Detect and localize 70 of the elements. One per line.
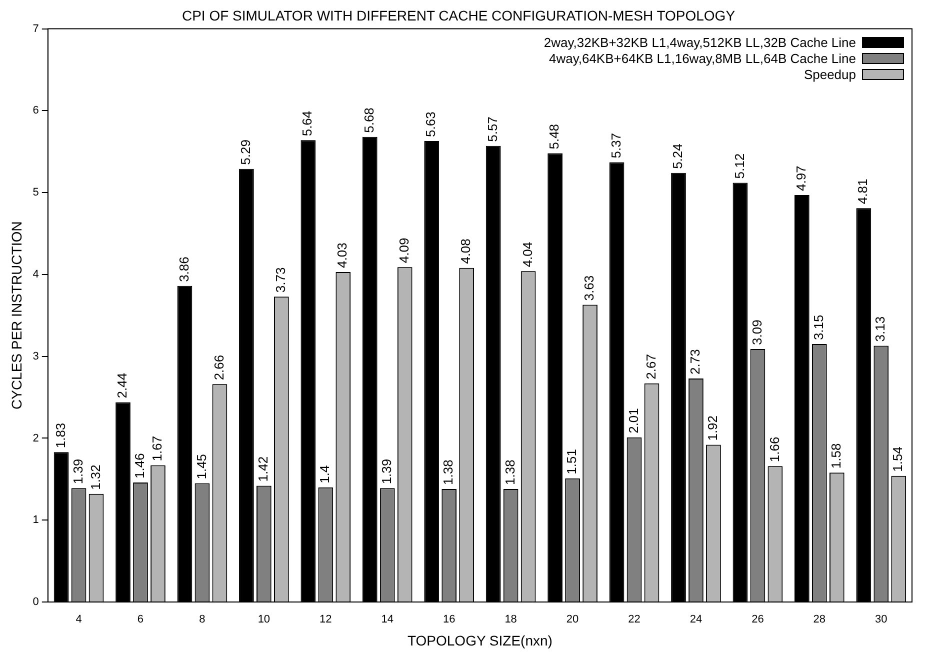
data-label: 1.4 xyxy=(317,465,332,484)
data-label: 1.58 xyxy=(828,443,844,469)
data-label: 3.73 xyxy=(273,267,288,293)
data-label: 5.48 xyxy=(546,124,562,150)
data-label: 1.38 xyxy=(440,460,456,485)
data-label: 1.67 xyxy=(150,436,165,462)
x-tick-label: 4 xyxy=(76,614,82,626)
legend-label: 4way,64KB+64KB L1,16way,8MB LL,64B Cache Line xyxy=(548,50,856,67)
y-tick-label: 0 xyxy=(32,596,39,608)
y-tick-label: 4 xyxy=(32,268,39,280)
data-label: 4.09 xyxy=(396,238,412,264)
data-label: 3.63 xyxy=(582,275,597,301)
data-label: 1.42 xyxy=(256,456,271,482)
data-label: 1.92 xyxy=(705,415,720,441)
data-label: 3.13 xyxy=(872,316,888,342)
data-label: 1.45 xyxy=(194,454,209,480)
data-label: 4.04 xyxy=(520,242,535,268)
y-tick-label: 2 xyxy=(32,432,39,444)
x-tick-label: 30 xyxy=(875,614,888,626)
data-label: 5.29 xyxy=(238,140,254,165)
data-label: 4.03 xyxy=(334,242,350,268)
data-label: 5.57 xyxy=(484,116,500,142)
data-label: 1.66 xyxy=(766,436,782,462)
data-label: 3.86 xyxy=(176,256,192,282)
data-label: 3.09 xyxy=(749,320,764,345)
data-label: 2.66 xyxy=(211,354,226,380)
data-label: 5.63 xyxy=(423,112,438,137)
y-tick-label: 3 xyxy=(32,350,39,362)
data-label: 5.64 xyxy=(300,110,315,136)
x-tick-label: 28 xyxy=(813,614,826,626)
x-tick-label: 8 xyxy=(199,614,206,626)
y-axis-title: CYCLES PER INSTRUCTION xyxy=(8,221,24,410)
data-label: 2.73 xyxy=(688,349,703,374)
x-tick-label: 12 xyxy=(320,614,332,626)
data-label: 4.08 xyxy=(458,238,474,264)
data-label: 4.97 xyxy=(794,166,809,192)
x-tick-label: 20 xyxy=(566,614,579,626)
chart-title: CPI OF SIMULATOR WITH DIFFERENT CACHE CONFIGURATION-MESH TOPOLOGY xyxy=(182,7,736,24)
data-label: 1.32 xyxy=(88,464,103,490)
x-tick-label: 18 xyxy=(504,614,517,626)
data-label: 1.39 xyxy=(70,458,86,484)
data-label: 1.46 xyxy=(132,453,148,478)
data-label: 5.68 xyxy=(361,108,376,133)
data-label: 4.81 xyxy=(855,178,870,204)
data-label: 1.54 xyxy=(890,446,906,472)
data-label: 1.83 xyxy=(52,422,68,448)
x-tick-label: 16 xyxy=(442,614,456,626)
y-tick-label: 7 xyxy=(32,22,39,35)
data-label: 5.12 xyxy=(732,153,747,179)
legend-label: 2way,32KB+32KB L1,4way,512KB LL,32B Cache Line xyxy=(544,34,856,51)
data-label: 2.67 xyxy=(643,354,658,380)
x-tick-label: 10 xyxy=(258,614,270,626)
data-label: 2.44 xyxy=(114,372,130,398)
data-label: 5.37 xyxy=(608,132,624,158)
data-label: 1.39 xyxy=(378,458,394,484)
x-tick-label: 14 xyxy=(381,614,394,626)
y-tick-label: 1 xyxy=(32,514,39,526)
x-axis-title: TOPOLOGY SIZE(nxn) xyxy=(407,632,552,648)
legend-label: Speedup xyxy=(804,66,856,83)
x-tick-label: 22 xyxy=(628,614,640,626)
data-label: 5.24 xyxy=(670,144,686,169)
data-label: 2.01 xyxy=(626,408,641,434)
x-tick-label: 26 xyxy=(752,614,764,626)
data-label: 1.38 xyxy=(502,460,518,485)
y-tick-label: 5 xyxy=(32,186,39,199)
y-tick-label: 6 xyxy=(32,104,39,117)
data-label: 3.15 xyxy=(811,314,826,340)
data-label: 1.51 xyxy=(564,449,580,474)
x-tick-label: 6 xyxy=(137,614,144,626)
x-tick-label: 24 xyxy=(690,614,702,626)
